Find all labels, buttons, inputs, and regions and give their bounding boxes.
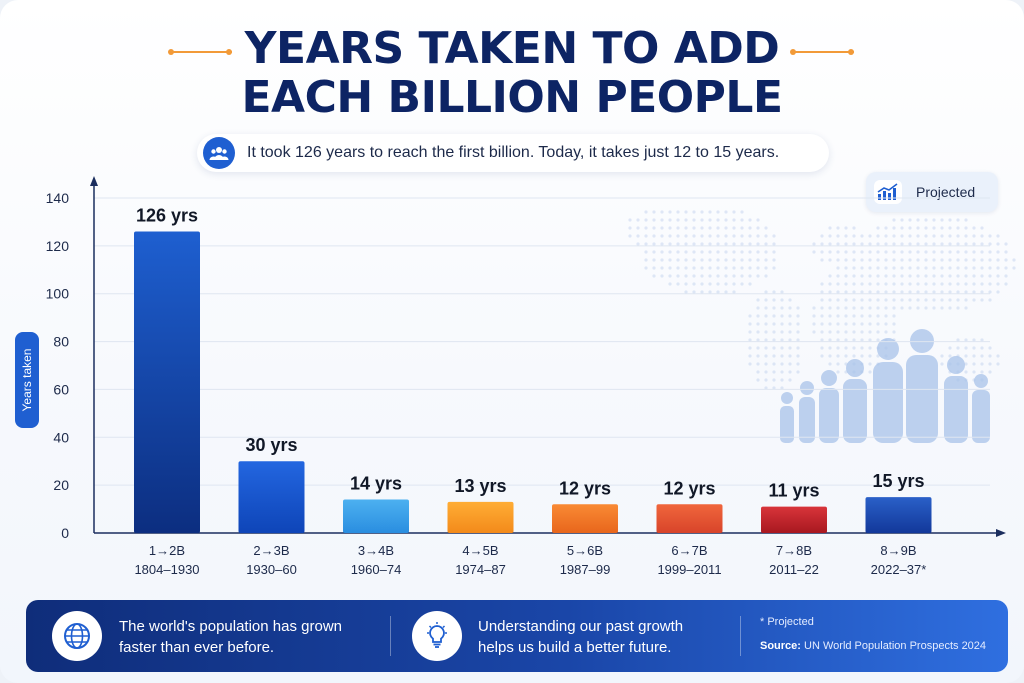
chart-title-line2: EACH BILLION PEOPLE <box>241 72 784 123</box>
x-axis-arrow <box>996 529 1006 537</box>
bar <box>134 231 200 533</box>
value-label: 13 yrs <box>454 476 506 496</box>
world-map-background <box>628 210 1016 390</box>
footer-left-line2: faster than ever before. <box>119 639 275 656</box>
y-tick-label: 0 <box>61 525 69 541</box>
footer-mid-line1: Understanding our past growth <box>478 618 684 635</box>
y-tick-label: 120 <box>46 238 70 254</box>
x-category-label: 5→6B <box>567 543 603 558</box>
lightbulb-icon <box>412 611 462 661</box>
x-category-label: 3→4B <box>358 543 394 558</box>
value-label: 30 yrs <box>245 435 297 455</box>
x-category-label: 8→9B <box>880 543 916 558</box>
bar <box>343 499 409 533</box>
people-group-icon <box>203 137 235 169</box>
x-period-label: 1974–87 <box>455 562 506 577</box>
chart-title-line1: YEARS TAKEN TO ADD <box>244 23 780 74</box>
y-axis-arrow <box>90 176 98 186</box>
bar <box>238 461 305 533</box>
footer-left-text: The world's population has grown faster … <box>119 616 342 658</box>
value-label: 14 yrs <box>350 474 402 494</box>
y-tick-label: 40 <box>53 429 69 445</box>
y-tick-label: 140 <box>46 190 70 206</box>
subtitle-pill: It took 126 years to reach the first bil… <box>197 134 829 172</box>
footer-divider <box>390 616 391 656</box>
bar <box>552 504 618 533</box>
bar <box>447 501 514 533</box>
footer-banner: The world's population has grown faster … <box>26 600 1008 672</box>
bar <box>865 497 932 533</box>
source-text: UN World Population Prospects 2024 <box>804 640 987 652</box>
people-silhouettes-illustration <box>780 329 990 443</box>
y-axis-label: Years taken <box>15 332 39 428</box>
x-period-label: 2011–22 <box>769 562 819 577</box>
y-tick-label: 100 <box>46 286 70 302</box>
footnote-projected: * Projected <box>760 616 814 628</box>
footer-divider <box>740 616 741 656</box>
x-period-label: 1987–99 <box>560 562 611 577</box>
value-label: 11 yrs <box>768 481 819 501</box>
x-period-label: 1930–60 <box>246 562 297 577</box>
y-tick-label: 80 <box>53 334 69 350</box>
subtitle-text: It took 126 years to reach the first bil… <box>247 144 780 161</box>
source-note: Source: UN World Population Prospects 20… <box>760 640 986 652</box>
x-category-label: 1→2B <box>149 543 185 558</box>
y-tick-label: 20 <box>53 477 69 493</box>
bar <box>761 506 827 533</box>
value-label: 12 yrs <box>663 478 715 498</box>
bar <box>656 504 723 533</box>
x-category-label: 2→3B <box>253 543 289 558</box>
x-period-label: 1960–74 <box>351 562 402 577</box>
value-label: 12 yrs <box>559 478 611 498</box>
source-label: Source: <box>760 640 801 652</box>
value-label: 126 yrs <box>136 206 198 226</box>
bar-chart: 0 20 40 60 80 100 120 140 126 yrs 1→2B 1804–1930 30… <box>46 176 1006 577</box>
footer-mid-text: Understanding our past growth helps us b… <box>478 616 683 658</box>
value-label: 15 yrs <box>872 471 924 491</box>
globe-icon <box>52 611 102 661</box>
trend-chart-icon <box>874 180 902 204</box>
x-category-label: 6→7B <box>671 543 707 558</box>
x-category-label: 7→8B <box>776 543 812 558</box>
y-tick-label: 60 <box>53 381 69 397</box>
footer-left-line1: The world's population has grown <box>119 618 342 635</box>
x-period-label: 1999–2011 <box>657 562 721 577</box>
x-period-label: 2022–37* <box>871 562 927 577</box>
title-decoration-left <box>168 49 232 55</box>
footer-mid-line2: helps us build a better future. <box>478 639 672 656</box>
x-category-label: 4→5B <box>462 543 498 558</box>
legend-projected: Projected <box>866 172 998 212</box>
x-period-label: 1804–1930 <box>134 562 199 577</box>
title-decoration-right <box>790 49 854 55</box>
legend-label: Projected <box>916 184 976 200</box>
